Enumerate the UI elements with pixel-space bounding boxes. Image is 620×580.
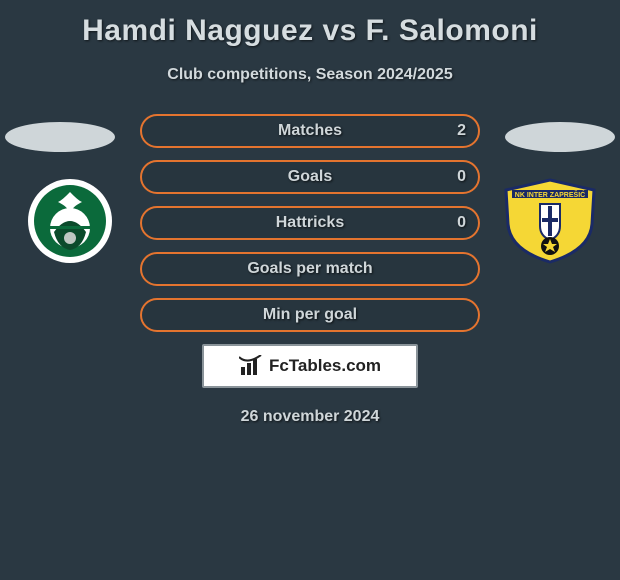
bar-chart-icon: [239, 355, 263, 377]
brand-box: FcTables.com: [202, 344, 418, 388]
stat-value: 0: [457, 168, 466, 186]
stats-table: Matches 2 Goals 0 Hattricks 0 Goals per …: [140, 114, 480, 332]
svg-text:NK INTER ZAPREŠIĆ: NK INTER ZAPREŠIĆ: [515, 190, 585, 199]
stat-row-hattricks: Hattricks 0: [140, 206, 480, 240]
stat-label: Goals per match: [247, 260, 372, 278]
stat-value: 0: [457, 214, 466, 232]
stat-label: Matches: [278, 122, 342, 140]
brand-text: FcTables.com: [269, 356, 381, 376]
generated-date: 26 november 2024: [0, 408, 620, 426]
page-subtitle: Club competitions, Season 2024/2025: [0, 66, 620, 84]
stat-row-min-per-goal: Min per goal: [140, 298, 480, 332]
stat-value: 2: [457, 122, 466, 140]
stat-label: Hattricks: [276, 214, 344, 232]
stat-row-goals: Goals 0: [140, 160, 480, 194]
club-crest-right-icon: NK INTER ZAPREŠIĆ: [500, 178, 600, 264]
stat-label: Min per goal: [263, 306, 357, 324]
page-title: Hamdi Nagguez vs F. Salomoni: [0, 0, 620, 48]
player-photo-placeholder-left: [5, 122, 115, 152]
stat-label: Goals: [288, 168, 332, 186]
club-badge-right: NK INTER ZAPREŠIĆ: [500, 178, 600, 264]
stat-row-goals-per-match: Goals per match: [140, 252, 480, 286]
player-photo-placeholder-right: [505, 122, 615, 152]
club-badge-left: [20, 178, 120, 264]
club-crest-left-icon: [20, 178, 120, 264]
stat-row-matches: Matches 2: [140, 114, 480, 148]
